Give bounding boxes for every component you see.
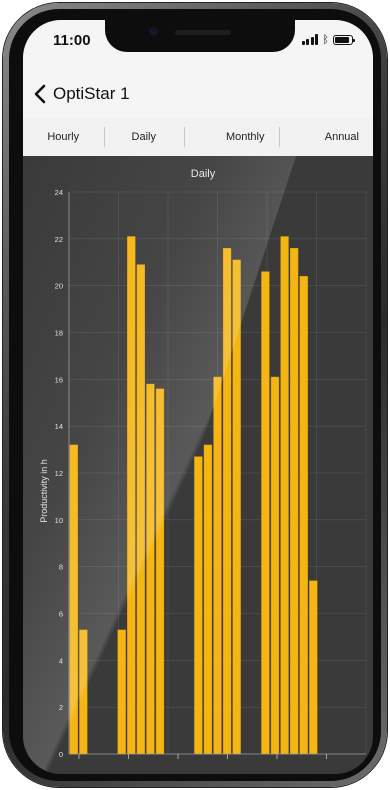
notch xyxy=(105,20,295,52)
screen: 11:00 ᛒ OptiStar 1 Hourly xyxy=(23,20,373,774)
y-tick-label: 8 xyxy=(59,563,63,572)
y-tick-label: 18 xyxy=(55,329,63,338)
status-icons: ᛒ xyxy=(301,33,355,46)
bar[interactable] xyxy=(261,271,270,755)
bluetooth-icon: ᛒ xyxy=(322,33,329,46)
bar[interactable] xyxy=(117,629,126,755)
speaker xyxy=(175,30,231,35)
y-tick-label: 4 xyxy=(59,656,63,665)
chart-bars xyxy=(69,236,318,755)
y-tick-label: 12 xyxy=(55,469,63,478)
y-tick-label: 22 xyxy=(55,235,63,244)
tab-annual[interactable]: Annual xyxy=(278,118,374,156)
y-tick-label: 0 xyxy=(59,750,63,759)
page-title: OptiStar 1 xyxy=(53,84,130,103)
status-time: 11:00 xyxy=(53,32,91,49)
bar[interactable] xyxy=(222,247,232,755)
bar[interactable] xyxy=(69,444,78,755)
bar[interactable] xyxy=(309,580,318,755)
status-bar: 11:00 ᛒ xyxy=(23,20,373,60)
bar[interactable] xyxy=(213,376,222,755)
bar[interactable] xyxy=(146,383,155,755)
bar[interactable] xyxy=(299,276,308,755)
bar[interactable] xyxy=(194,456,203,755)
y-tick-label: 2 xyxy=(59,703,63,712)
bar[interactable] xyxy=(155,388,165,755)
bar[interactable] xyxy=(280,236,289,755)
tab-monthly[interactable]: Monthly xyxy=(184,118,279,156)
bar[interactable] xyxy=(232,259,241,755)
phone-frame: 11:00 ᛒ OptiStar 1 Hourly xyxy=(3,3,387,787)
front-camera xyxy=(149,27,158,36)
y-tick-label: 14 xyxy=(55,422,63,431)
battery-icon xyxy=(333,35,355,45)
cellular-signal-icon xyxy=(301,34,319,45)
back-chevron-icon xyxy=(34,84,46,104)
bar[interactable] xyxy=(290,247,299,755)
tab-hourly[interactable]: Hourly xyxy=(47,131,80,143)
y-tick-label: 16 xyxy=(55,375,63,384)
chart-title: Daily xyxy=(191,168,216,180)
y-tick-label: 24 xyxy=(55,188,63,197)
bar[interactable] xyxy=(127,236,136,755)
period-tabs: Hourly Daily Monthly Annual xyxy=(23,118,373,156)
chart-area: 0 2 4 6 8 10 12 14 16 18 20 22 24 Daily Productivity… xyxy=(23,156,373,774)
nav-bar: OptiStar 1 xyxy=(23,60,373,119)
bar[interactable] xyxy=(136,264,145,755)
back-button[interactable]: OptiStar 1 xyxy=(33,84,130,104)
y-axis-label: Productivity in h xyxy=(39,459,49,523)
tab-daily[interactable]: Daily xyxy=(103,118,185,156)
bar[interactable] xyxy=(270,376,280,755)
y-tick-label: 6 xyxy=(59,610,63,619)
bar[interactable] xyxy=(79,629,88,755)
y-tick-label: 20 xyxy=(55,282,63,291)
y-tick-label: 10 xyxy=(55,516,63,525)
bar[interactable] xyxy=(203,444,213,755)
